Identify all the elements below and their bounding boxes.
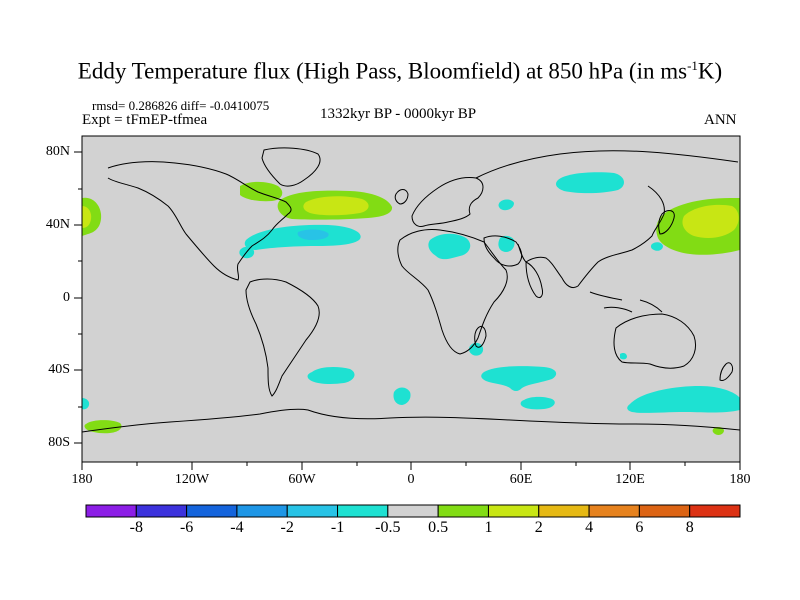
lon-label-120w: 120W [174,472,210,487]
map-background [82,136,740,462]
colorbar-label: -4 [230,519,244,536]
coast-north-america [107,161,292,281]
coast-madagascar-outline [474,325,487,348]
anomaly-patches [82,172,740,435]
lat-label-40n: 40N [45,217,70,232]
lon-label-0: 0 [407,472,415,487]
colorbar-label: -6 [179,519,194,536]
colorbar-label: -2 [280,519,294,536]
period-label: 1332kyr BP - 0000kyr BP [320,106,477,122]
colorbar-label: 8 [685,519,694,536]
title-text: Eddy Temperature flux (High Pass, Bloomf… [77,58,688,84]
colorbar [85,504,741,518]
lon-label-180w: 180 [71,472,93,487]
lat-label-80n: 80N [45,144,70,159]
colorbar-box [236,504,288,518]
patch-australia [620,353,627,360]
coast-india [525,261,543,299]
title-end: K) [697,58,723,84]
colorbar-label: 0.5 [428,519,449,536]
patch-siberia [556,172,624,194]
map-title: Eddy Temperature flux (High Pass, Bloomf… [0,58,800,85]
coast-greenland [261,147,321,187]
patch-satlantic [393,387,411,405]
coast-japan [658,210,675,235]
colorbar-box [487,504,540,518]
colorbar-box [538,504,590,518]
patch-arabia [498,235,515,252]
colorbar-label: -1 [330,519,345,536]
lat-label-80s: 80S [48,435,70,450]
patch-europe [498,199,514,211]
colorbar-box [689,504,741,518]
lat-label-40s: 40S [48,362,70,377]
season-label: ANN [704,112,737,128]
patch-natlantic [277,190,393,220]
coast-uk [394,189,409,205]
coast-indonesia [589,291,663,313]
colorbar-box [337,504,389,518]
coastlines [81,147,741,433]
coast-new-zealand [719,362,733,381]
colorbar-label: -8 [129,519,143,536]
patch-spacific-west-edge [82,398,90,410]
experiment-label: Expt = tFmEP-tfmea [82,112,208,128]
patch-atlantic-negative [244,224,361,250]
colorbar-box [186,504,238,518]
axis-ticks [74,151,741,470]
patch-npacific-west [656,198,740,255]
colorbar-label: -0.5 [375,519,401,536]
coast-south-america [245,278,320,397]
patch-southern-ocean-aus [627,386,740,413]
patch-kerguelen [520,396,555,410]
coast-asia [475,150,739,289]
stats-line: rmsd= 0.286826 diff= -0.0410075 [92,98,270,113]
coast-antarctica [81,408,741,433]
lon-label-60e: 60E [509,472,533,487]
colorbar-box [135,504,188,518]
colorbar-box [638,504,691,518]
title-superscript: -1 [687,58,698,73]
patch-north-africa [428,233,471,260]
colorbar-box [286,504,339,518]
lon-label-60w: 60W [288,472,316,487]
patch-kamchatka [650,242,663,251]
colorbar-label: 1 [484,519,493,536]
coast-australia [613,313,697,369]
colorbar-label: 2 [534,519,543,536]
patch-npacific-east [82,197,102,236]
lon-label-120e: 120E [615,472,645,487]
lat-label-0: 0 [63,290,70,305]
coast-arabia [483,235,523,267]
colorbar-box [85,504,137,518]
colorbar-box [588,504,640,518]
coast-europe [411,177,484,227]
coast-africa [397,229,508,355]
colorbar-box [437,504,489,518]
colorbar-box [387,504,439,518]
patch-spacific [307,367,355,384]
colorbar-label: 4 [585,519,594,536]
patch-antarctic-east [712,427,724,435]
colorbar-label: 6 [635,519,644,536]
patch-sindian [481,366,557,391]
lon-label-180e: 180 [729,472,751,487]
